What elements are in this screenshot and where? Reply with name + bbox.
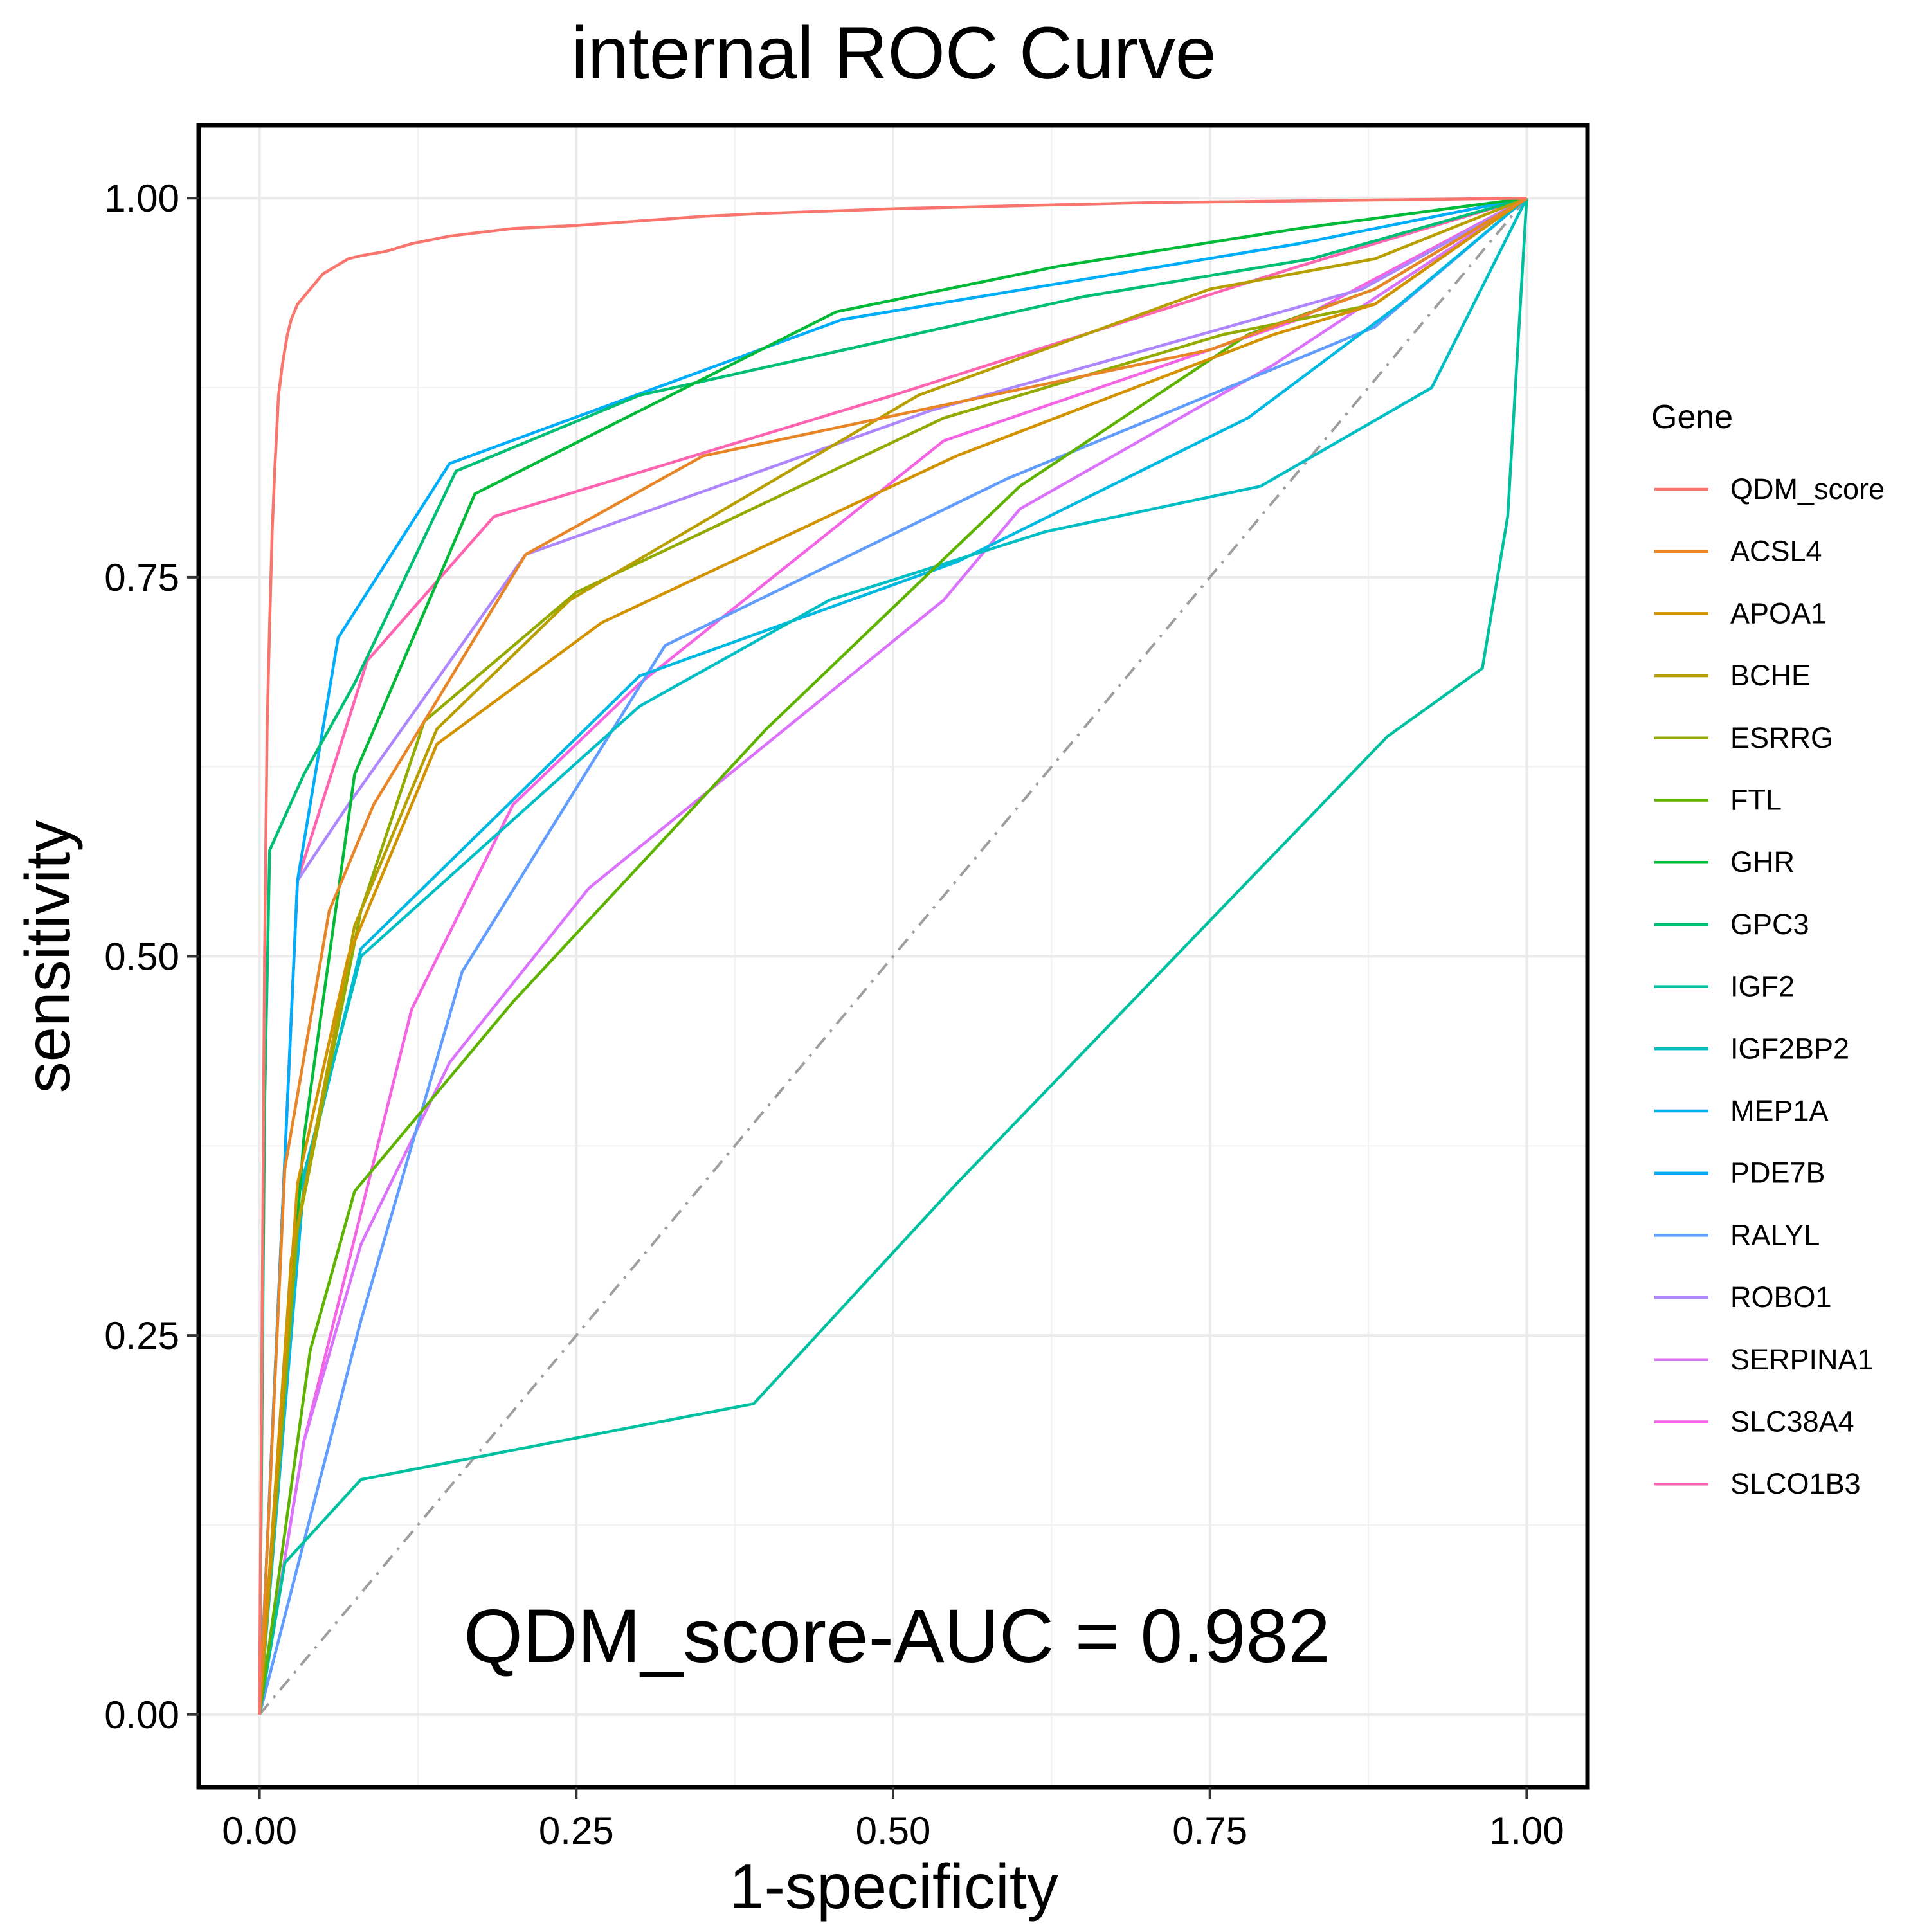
legend-label-ftl: FTL bbox=[1730, 784, 1782, 817]
legend-label-serpina1: SERPINA1 bbox=[1730, 1343, 1874, 1376]
series-line-acsl4 bbox=[258, 197, 1528, 1715]
reference-diagonal bbox=[258, 197, 1528, 1716]
x-tick-label: 0.50 bbox=[856, 1809, 931, 1852]
chart-title: internal ROC Curve bbox=[571, 12, 1216, 95]
series-line-gpc3 bbox=[258, 197, 1528, 1715]
legend-label-esrrg: ESRRG bbox=[1730, 721, 1833, 754]
x-tick-label: 0.75 bbox=[1172, 1809, 1247, 1852]
legend-label-gpc3: GPC3 bbox=[1730, 908, 1809, 941]
series-line-igf2 bbox=[258, 198, 1528, 1715]
y-tick-label: 1.00 bbox=[104, 177, 179, 220]
series-line-ghr bbox=[258, 196, 1527, 1715]
y-axis-label: sensitivity bbox=[12, 820, 83, 1094]
legend-label-ralyl: RALYL bbox=[1730, 1218, 1820, 1251]
x-tick-label: 0.25 bbox=[539, 1809, 614, 1852]
series-line-qdm-score bbox=[258, 196, 1527, 1715]
legend-label-igf2: IGF2 bbox=[1730, 970, 1795, 1003]
y-tick-label: 0.25 bbox=[104, 1314, 179, 1357]
legend-label-acsl4: ACSL4 bbox=[1730, 535, 1822, 568]
x-axis-label: 1-specificity bbox=[729, 1851, 1058, 1922]
legend-label-robo1: ROBO1 bbox=[1730, 1281, 1832, 1314]
reference-line-layer bbox=[258, 197, 1528, 1716]
axes: 0.00 0.25 0.50 0.75 1.00 0.00 0.25 0.50 0.75 1.00 bbox=[104, 177, 1564, 1852]
legend-label-bche: BCHE bbox=[1730, 659, 1811, 692]
series-line-pde7b bbox=[258, 196, 1527, 1715]
x-tick-label: 0.00 bbox=[222, 1809, 297, 1852]
x-tick-label: 1.00 bbox=[1489, 1809, 1564, 1852]
y-tick-label: 0.50 bbox=[104, 935, 179, 979]
legend-label-apoa1: APOA1 bbox=[1730, 597, 1827, 629]
legend-label-mep1a: MEP1A bbox=[1730, 1094, 1829, 1127]
legend-label-ghr: GHR bbox=[1730, 845, 1795, 878]
legend-label-slco1b3: SLCO1B3 bbox=[1730, 1467, 1861, 1500]
series-line-serpina1 bbox=[258, 197, 1528, 1715]
legend: QDM_score ACSL4 APOA1 BCHE ESRRG FTL GHR GPC3 IG… bbox=[1654, 473, 1885, 1500]
legend-label-slc38a4: SLC38A4 bbox=[1730, 1405, 1854, 1438]
series-line-ralyl bbox=[258, 197, 1528, 1715]
y-tick-label: 0.75 bbox=[104, 556, 179, 599]
legend-label-pde7b: PDE7B bbox=[1730, 1157, 1825, 1189]
legend-title: Gene bbox=[1651, 399, 1733, 436]
series-line-esrrg bbox=[258, 197, 1528, 1715]
auc-annotation: QDM_score-AUC = 0.982 bbox=[464, 1594, 1330, 1679]
legend-label-qdm-score: QDM_score bbox=[1730, 473, 1885, 505]
series-line-apoa1 bbox=[258, 197, 1528, 1715]
series-layer bbox=[258, 196, 1528, 1715]
legend-label-igf2bp2: IGF2BP2 bbox=[1730, 1032, 1849, 1065]
y-tick-label: 0.00 bbox=[104, 1693, 179, 1737]
series-line-bche bbox=[258, 197, 1528, 1715]
